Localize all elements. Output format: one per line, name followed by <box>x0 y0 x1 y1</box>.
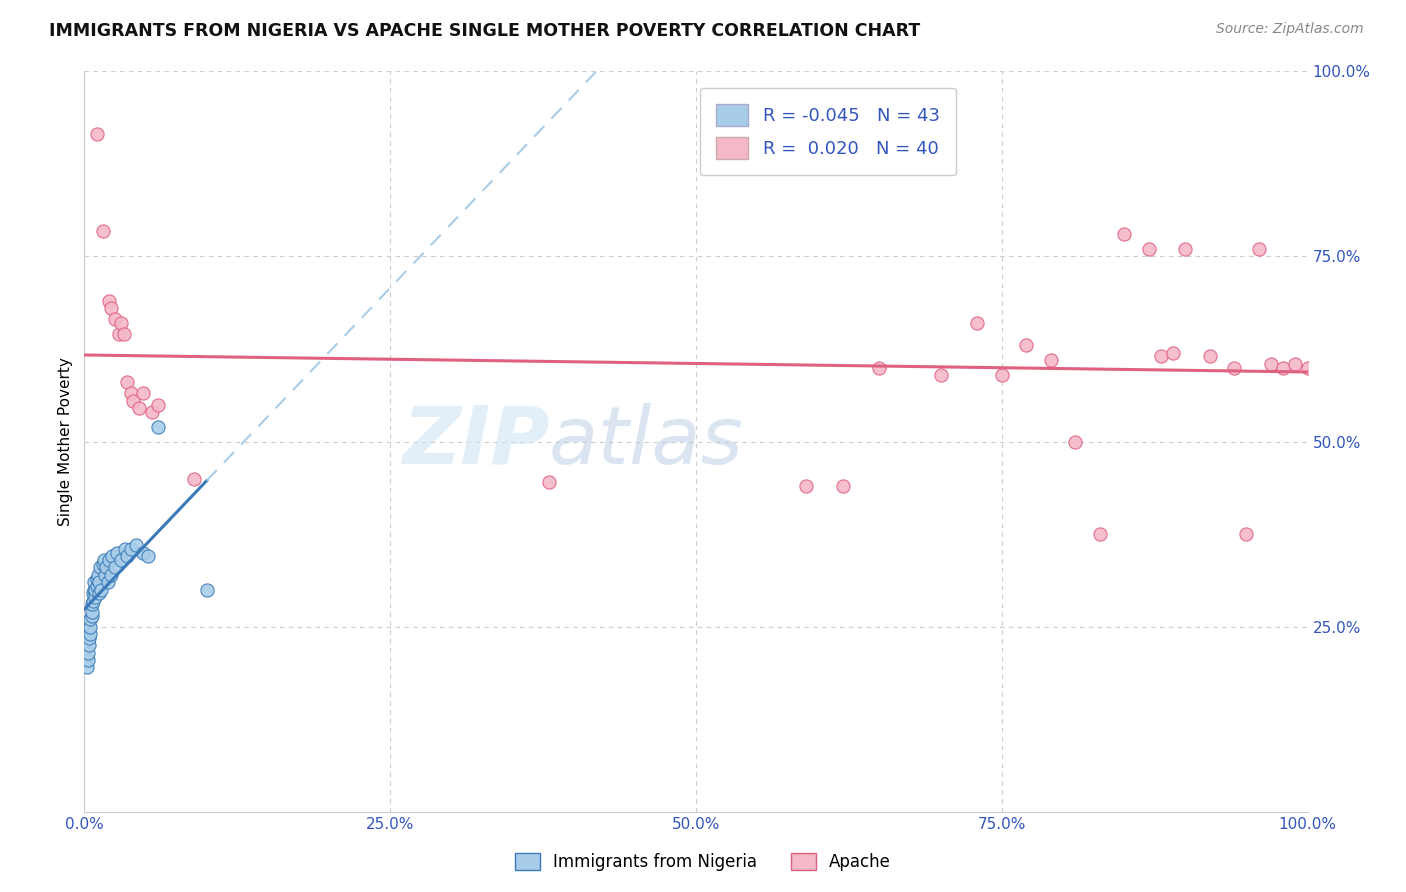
Text: ZIP: ZIP <box>402 402 550 481</box>
Point <box>80 605 103 619</box>
Point <box>1260 357 1282 371</box>
Point <box>82 593 104 607</box>
Point <box>869 360 891 375</box>
Point <box>120 386 142 401</box>
Point <box>794 479 817 493</box>
Point <box>77 646 100 660</box>
Point <box>77 631 100 645</box>
Point <box>101 549 124 564</box>
Y-axis label: Single Mother Poverty: Single Mother Poverty <box>58 357 73 526</box>
Point <box>104 560 127 574</box>
Text: Source: ZipAtlas.com: Source: ZipAtlas.com <box>1216 22 1364 37</box>
Point <box>136 549 159 564</box>
Point <box>86 128 108 142</box>
Point <box>86 579 108 593</box>
Point <box>1150 350 1173 364</box>
Point <box>97 553 120 567</box>
Point <box>1114 227 1136 242</box>
Text: IMMIGRANTS FROM NIGERIA VS APACHE SINGLE MOTHER POVERTY CORRELATION CHART: IMMIGRANTS FROM NIGERIA VS APACHE SINGLE… <box>49 22 921 40</box>
Point <box>128 401 150 416</box>
Point <box>91 223 114 237</box>
Point <box>90 582 112 597</box>
Legend: R = -0.045   N = 43, R =  0.020   N = 40: R = -0.045 N = 43, R = 0.020 N = 40 <box>700 87 956 175</box>
Point <box>183 471 205 485</box>
Point <box>91 557 114 571</box>
Point <box>112 327 135 342</box>
Point <box>1015 338 1038 352</box>
Point <box>1236 527 1258 541</box>
Point <box>94 567 117 582</box>
Point <box>1174 242 1197 256</box>
Point <box>991 368 1014 382</box>
Point <box>831 479 853 493</box>
Point <box>1272 360 1295 375</box>
Point <box>1161 345 1184 359</box>
Point <box>100 567 122 582</box>
Point <box>538 475 561 490</box>
Point <box>79 612 101 626</box>
Point <box>80 608 103 623</box>
Point <box>146 398 169 412</box>
Point <box>132 386 155 401</box>
Point <box>1223 360 1246 375</box>
Point <box>104 312 127 326</box>
Point <box>82 586 104 600</box>
Legend: Immigrants from Nigeria, Apache: Immigrants from Nigeria, Apache <box>506 845 900 880</box>
Point <box>114 541 136 556</box>
Point <box>86 572 108 586</box>
Point <box>110 553 132 567</box>
Point <box>1296 360 1319 375</box>
Point <box>1137 242 1160 256</box>
Point <box>83 575 105 590</box>
Point <box>195 582 218 597</box>
Point <box>100 301 122 316</box>
Point <box>84 590 107 604</box>
Point <box>96 560 118 574</box>
Point <box>141 405 163 419</box>
Point <box>929 368 952 382</box>
Point <box>1088 527 1111 541</box>
Point <box>97 575 120 590</box>
Point <box>76 660 98 674</box>
Text: atlas: atlas <box>550 402 744 481</box>
Point <box>1284 357 1306 371</box>
Point <box>89 560 111 574</box>
Point <box>97 293 120 308</box>
Point <box>77 638 100 652</box>
Point <box>132 546 155 560</box>
Point <box>1064 434 1087 449</box>
Point <box>107 327 129 342</box>
Point <box>87 567 110 582</box>
Point <box>80 598 103 612</box>
Point <box>146 419 169 434</box>
Point <box>83 582 105 597</box>
Point <box>1247 242 1270 256</box>
Point <box>84 582 107 597</box>
Point <box>1198 350 1220 364</box>
Point <box>79 627 101 641</box>
Point <box>115 549 138 564</box>
Point <box>110 316 132 330</box>
Point <box>79 619 101 633</box>
Point <box>125 538 148 552</box>
Point <box>966 316 988 330</box>
Point <box>122 393 145 408</box>
Point <box>87 586 110 600</box>
Point <box>87 575 110 590</box>
Point <box>93 553 115 567</box>
Point <box>120 541 142 556</box>
Point <box>105 546 128 560</box>
Point <box>1039 353 1062 368</box>
Point <box>115 376 138 390</box>
Point <box>77 653 100 667</box>
